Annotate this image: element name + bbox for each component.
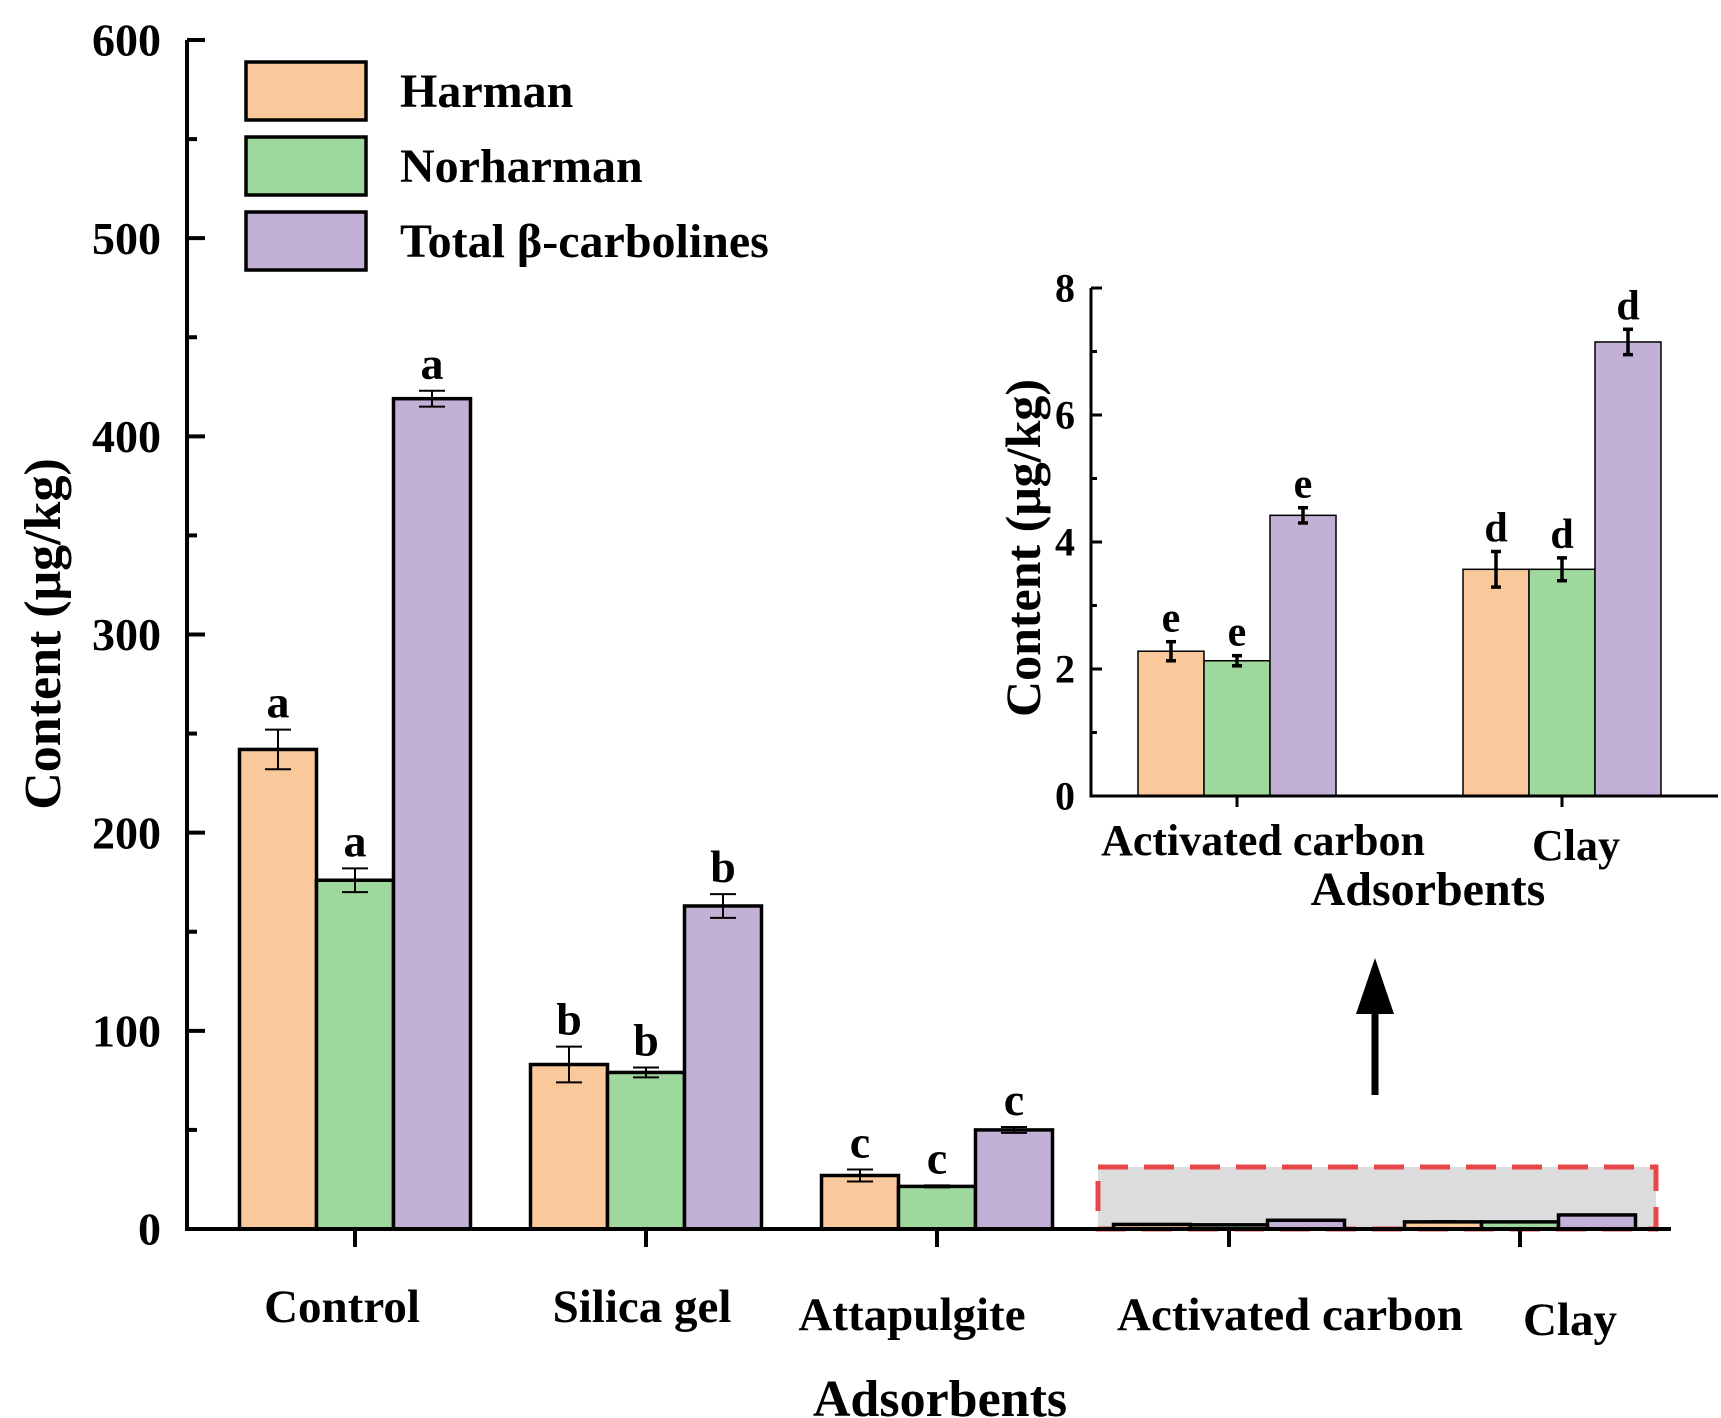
significance-label: a [421,338,444,389]
y-axis-title: Content (μg/kg) [995,379,1051,717]
bar-activated-carbon-total-carbolines [1269,514,1337,797]
significance-label: b [633,1014,659,1065]
legend-label-norharman: Norharman [400,140,643,193]
bar-clay-total-carbolines [1556,1213,1638,1231]
x-tick-label-control: Control [264,1281,420,1333]
significance-label: d [1616,283,1639,329]
significance-label: d [1550,512,1573,558]
zoom-arrow [1356,958,1394,1095]
y-tick-label: 8 [1055,266,1075,311]
x-tick-label-attapulgite: Attapulgite [798,1289,1025,1341]
significance-label: d [1484,506,1507,552]
bar-silica-gel-norharman [605,1070,687,1231]
bar-clay-norharman [1528,568,1596,797]
x-tick-label-activated-carbon: Activated carbon [1117,1289,1463,1341]
x-tick-label-activated-carbon: Activated carbon [1101,816,1425,865]
y-tick-label: 100 [92,1005,161,1056]
legend-swatch-total-carbolines [244,210,368,272]
y-tick-label: 0 [1055,774,1075,819]
y-tick-label: 400 [92,411,161,462]
legend-label-harman: Harman [400,65,573,118]
significance-label: b [710,841,736,892]
y-tick-label: 6 [1055,393,1075,438]
legend-label-total-carbolines: Total β-carbolines [400,215,769,268]
x-tick-label-clay: Clay [1532,821,1620,870]
x-axis-title: Adsorbents [813,1371,1067,1418]
significance-label: a [267,677,290,728]
significance-label: c [927,1132,947,1183]
bar-silica-gel-total-carbolines [682,904,764,1231]
bar-activated-carbon-harman [1137,650,1205,797]
y-axis-title: Content (μg/kg) [15,458,72,810]
significance-label: c [850,1117,870,1168]
y-tick-label: 200 [92,807,161,858]
significance-label: c [1004,1074,1024,1125]
bar-control-harman [237,747,319,1231]
bar-attapulgite-harman [819,1173,901,1231]
bar-clay-total-carbolines [1594,341,1662,797]
y-tick-label: 2 [1055,647,1075,692]
y-tick-label: 4 [1055,520,1075,565]
x-axis-title: Adsorbents [1311,863,1546,916]
x-tick-label-silica-gel: Silica gel [553,1281,732,1333]
significance-label: e [1294,462,1313,508]
bar-silica-gel-harman [528,1062,610,1231]
significance-label: e [1162,596,1181,642]
zoom-region-highlight [1095,1164,1659,1232]
bar-clay-harman [1462,568,1530,797]
legend-swatch-harman [244,60,368,122]
bar-attapulgite-norharman [896,1184,978,1231]
y-tick-label: 0 [138,1204,161,1255]
legend: Harman Norharman Total β-carbolines [244,60,769,272]
bar-control-total-carbolines [391,396,473,1231]
legend-swatch-norharman [244,135,368,197]
x-tick-label-clay: Clay [1523,1294,1618,1346]
significance-label: b [556,994,582,1045]
bar-attapulgite-total-carbolines [973,1128,1055,1231]
y-tick-label: 300 [92,609,161,660]
bar-control-norharman [314,878,396,1231]
significance-label: e [1228,610,1247,656]
y-tick-label: 500 [92,213,161,264]
bar-activated-carbon-norharman [1203,659,1271,797]
y-tick-label: 600 [92,15,161,66]
significance-label: a [344,815,367,866]
